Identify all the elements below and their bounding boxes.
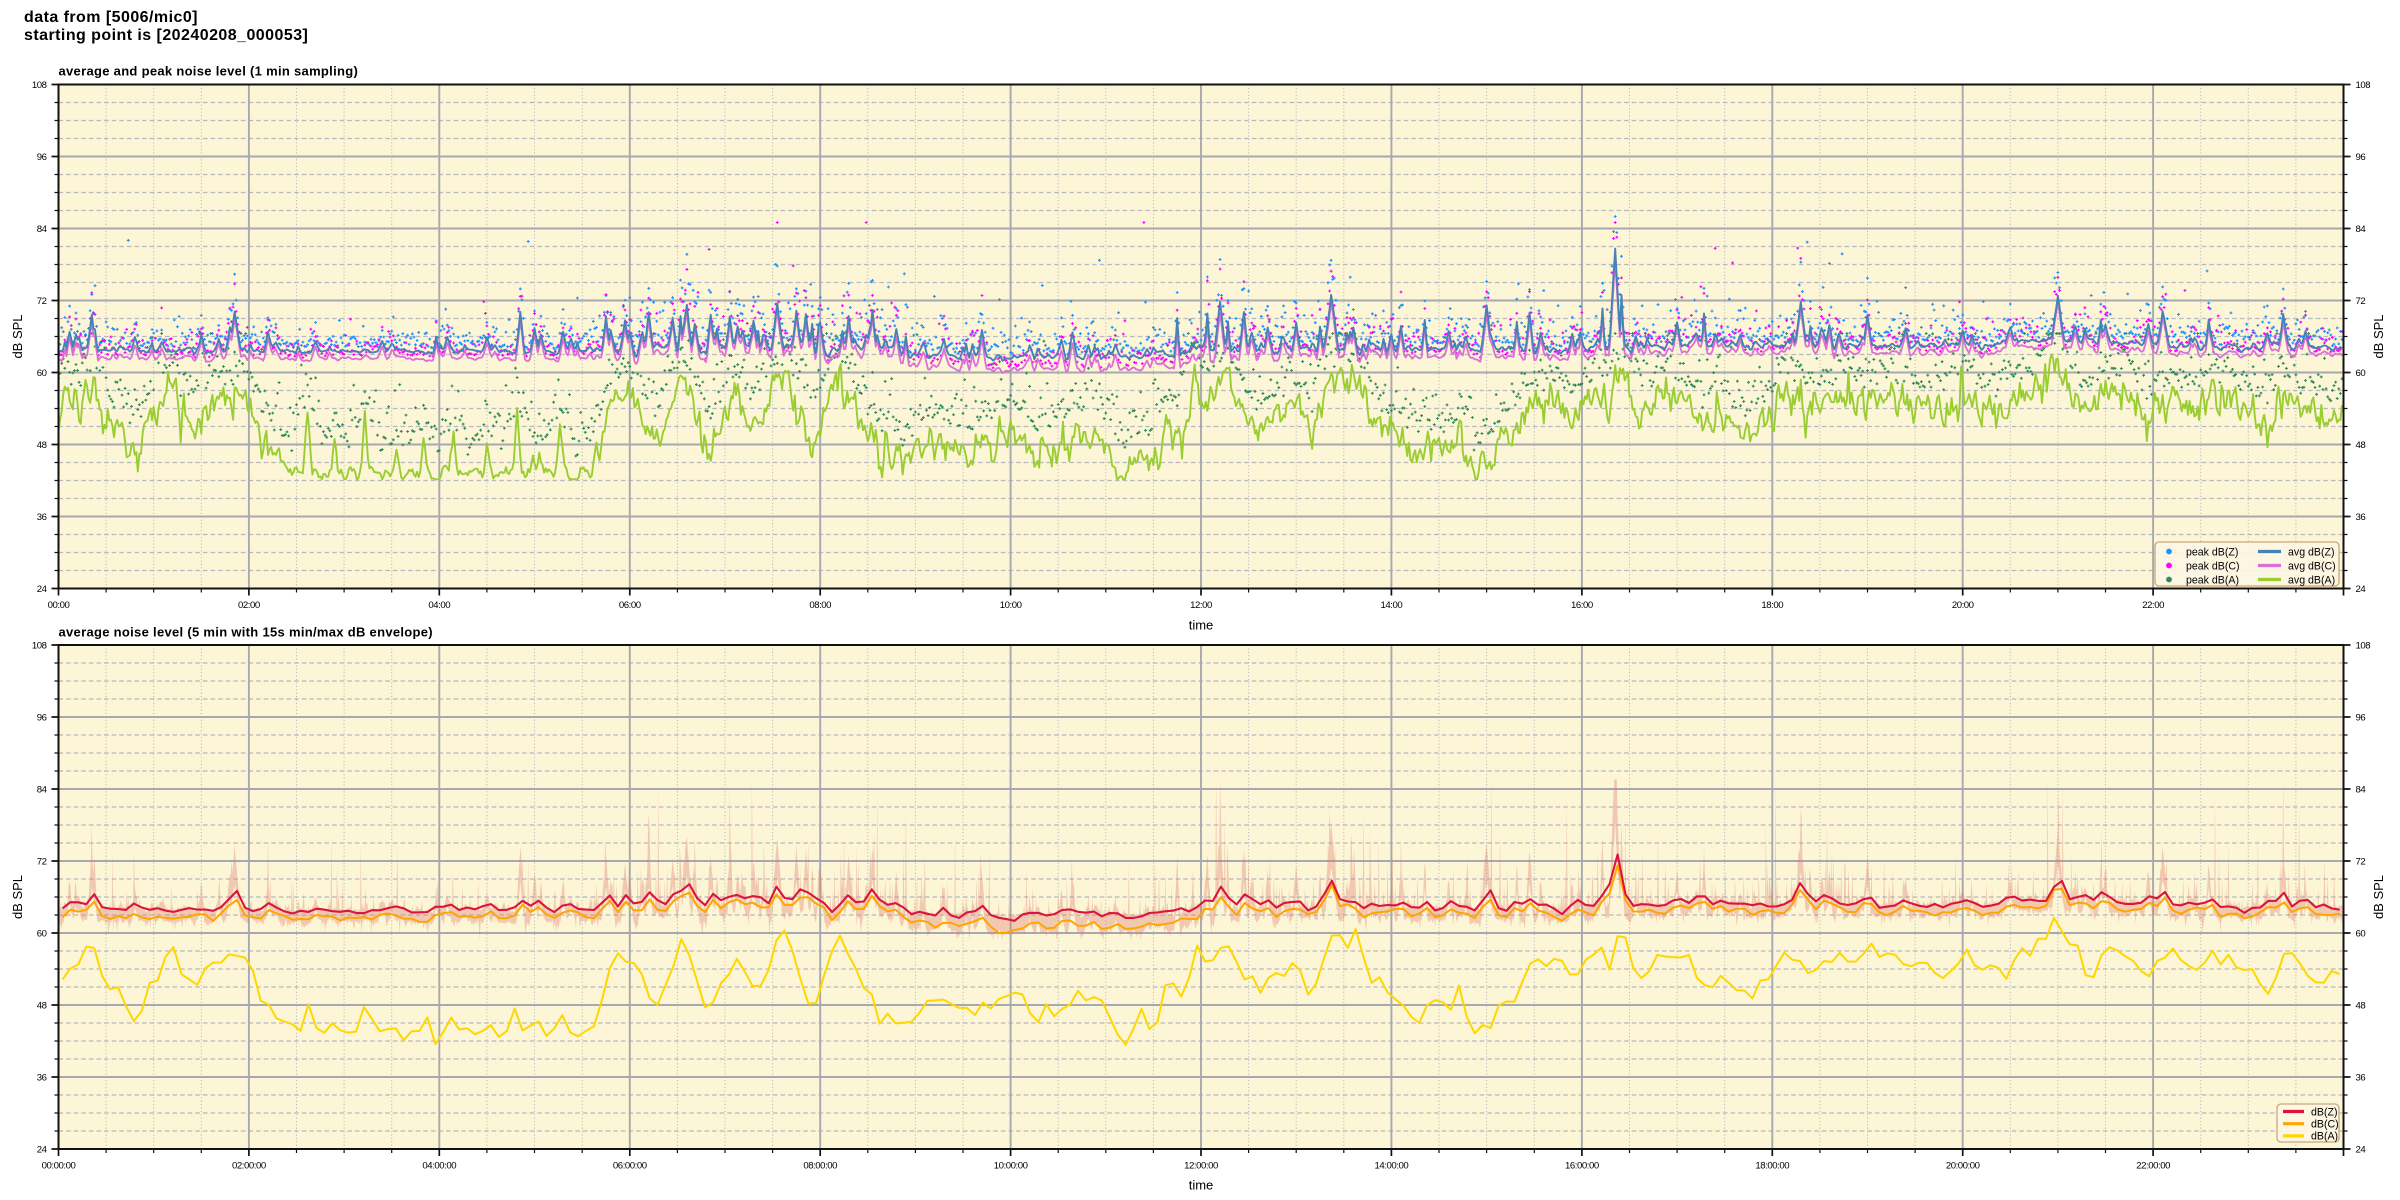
svg-text:10:00:00: 10:00:00 xyxy=(994,1161,1028,1172)
svg-text:18:00: 18:00 xyxy=(1761,600,1783,611)
svg-text:time: time xyxy=(1189,1178,1214,1193)
svg-text:14:00:00: 14:00:00 xyxy=(1375,1161,1409,1172)
svg-text:dB SPL: dB SPL xyxy=(2371,875,2386,919)
svg-text:04:00:00: 04:00:00 xyxy=(422,1161,456,1172)
svg-text:72: 72 xyxy=(37,296,47,307)
svg-text:00:00: 00:00 xyxy=(48,600,70,611)
svg-text:peak dB(A): peak dB(A) xyxy=(2186,574,2239,586)
svg-text:48: 48 xyxy=(37,440,47,451)
svg-text:average noise level (5 min wit: average noise level (5 min with 15s min/… xyxy=(59,625,433,640)
svg-text:60: 60 xyxy=(2356,929,2366,940)
svg-text:72: 72 xyxy=(2356,857,2366,868)
svg-text:96: 96 xyxy=(2356,713,2366,724)
svg-text:peak dB(C): peak dB(C) xyxy=(2186,560,2240,572)
svg-text:60: 60 xyxy=(2356,368,2366,379)
svg-text:60: 60 xyxy=(37,368,47,379)
svg-text:36: 36 xyxy=(2356,512,2366,523)
svg-text:108: 108 xyxy=(2356,641,2371,652)
svg-text:60: 60 xyxy=(37,929,47,940)
svg-text:dB(Z): dB(Z) xyxy=(2311,1106,2337,1118)
svg-text:48: 48 xyxy=(2356,440,2366,451)
svg-text:24: 24 xyxy=(37,584,48,595)
svg-text:dB(A): dB(A) xyxy=(2311,1131,2338,1143)
svg-text:36: 36 xyxy=(37,512,47,523)
svg-text:16:00: 16:00 xyxy=(1571,600,1593,611)
svg-text:20:00:00: 20:00:00 xyxy=(1946,1161,1980,1172)
svg-text:96: 96 xyxy=(37,152,47,163)
svg-text:108: 108 xyxy=(32,641,47,652)
svg-text:14:00: 14:00 xyxy=(1381,600,1403,611)
svg-text:dB SPL: dB SPL xyxy=(2371,314,2386,358)
svg-text:108: 108 xyxy=(32,80,47,91)
svg-text:avg dB(Z): avg dB(Z) xyxy=(2288,546,2335,558)
svg-text:04:00: 04:00 xyxy=(428,600,450,611)
svg-text:08:00: 08:00 xyxy=(809,600,831,611)
svg-text:108: 108 xyxy=(2356,80,2371,91)
svg-text:02:00:00: 02:00:00 xyxy=(232,1161,266,1172)
svg-text:96: 96 xyxy=(37,713,47,724)
svg-text:avg dB(A): avg dB(A) xyxy=(2288,574,2335,586)
svg-text:average and peak noise level (: average and peak noise level (1 min samp… xyxy=(59,64,359,79)
svg-text:36: 36 xyxy=(37,1073,47,1084)
svg-text:36: 36 xyxy=(2356,1073,2366,1084)
svg-text:24: 24 xyxy=(2356,1145,2367,1156)
svg-text:10:00: 10:00 xyxy=(1000,600,1022,611)
svg-text:84: 84 xyxy=(2356,224,2367,235)
svg-text:72: 72 xyxy=(2356,296,2366,307)
svg-text:48: 48 xyxy=(37,1001,47,1012)
svg-text:48: 48 xyxy=(2356,1001,2366,1012)
svg-text:time: time xyxy=(1189,618,1214,633)
svg-text:06:00: 06:00 xyxy=(619,600,641,611)
svg-text:dB SPL: dB SPL xyxy=(10,875,25,919)
svg-text:08:00:00: 08:00:00 xyxy=(803,1161,837,1172)
svg-text:84: 84 xyxy=(37,785,48,796)
svg-text:06:00:00: 06:00:00 xyxy=(613,1161,647,1172)
svg-text:24: 24 xyxy=(2356,584,2367,595)
svg-text:00:00:00: 00:00:00 xyxy=(42,1161,76,1172)
svg-text:20:00: 20:00 xyxy=(1952,600,1974,611)
svg-text:starting point is [20240208_00: starting point is [20240208_000053] xyxy=(24,27,308,44)
svg-text:72: 72 xyxy=(37,857,47,868)
svg-text:12:00: 12:00 xyxy=(1190,600,1212,611)
svg-text:avg dB(C): avg dB(C) xyxy=(2288,560,2336,572)
svg-text:12:00:00: 12:00:00 xyxy=(1184,1161,1218,1172)
svg-text:84: 84 xyxy=(37,224,48,235)
svg-text:22:00: 22:00 xyxy=(2142,600,2164,611)
svg-text:peak dB(Z): peak dB(Z) xyxy=(2186,546,2238,558)
svg-text:02:00: 02:00 xyxy=(238,600,260,611)
svg-text:dB(C): dB(C) xyxy=(2311,1119,2339,1131)
svg-text:84: 84 xyxy=(2356,785,2367,796)
svg-text:22:00:00: 22:00:00 xyxy=(2136,1161,2170,1172)
svg-text:data from [5006/mic0]: data from [5006/mic0] xyxy=(24,9,198,26)
svg-text:96: 96 xyxy=(2356,152,2366,163)
svg-text:18:00:00: 18:00:00 xyxy=(1755,1161,1789,1172)
svg-text:dB SPL: dB SPL xyxy=(10,314,25,358)
svg-text:16:00:00: 16:00:00 xyxy=(1565,1161,1599,1172)
svg-text:24: 24 xyxy=(37,1145,48,1156)
